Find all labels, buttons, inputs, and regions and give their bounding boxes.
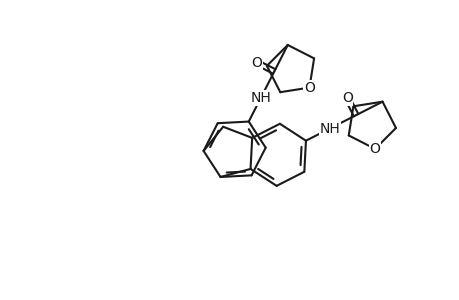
Text: O: O [251,56,262,70]
Text: O: O [341,91,352,105]
Text: O: O [303,81,314,94]
Text: O: O [369,142,380,156]
Text: NH: NH [319,122,339,136]
Text: NH: NH [250,91,270,105]
